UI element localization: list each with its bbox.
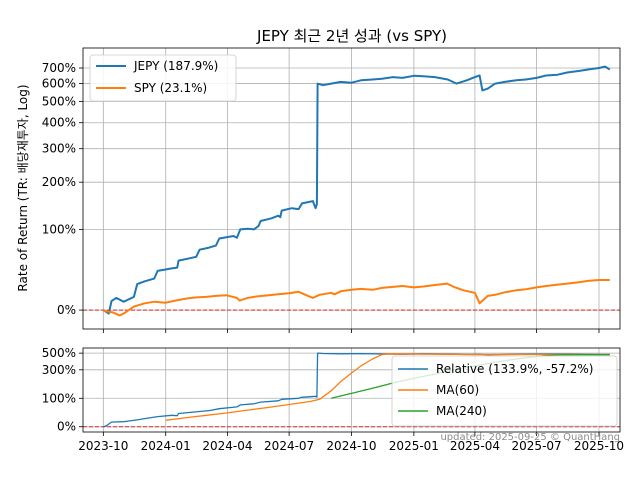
x-tick-label: 2025-04 xyxy=(450,439,500,453)
top-series-lines xyxy=(102,65,611,317)
series-line-ma60 xyxy=(165,353,610,421)
series-line-spy xyxy=(102,279,610,317)
x-tick-label: 2025-01 xyxy=(389,439,439,453)
legend-label-relative: Relative (133.9%, -57.2%) xyxy=(436,362,593,376)
x-tick-label: 2024-10 xyxy=(326,439,376,453)
y-tick-label: 500% xyxy=(42,346,76,360)
legend-label-jepy: JEPY (187.9%) xyxy=(133,59,218,73)
bottom-x-ticks: 2023-10 2024-01 2024-04 2024-07 2024-10 2025-… xyxy=(78,432,624,453)
legend-label-spy: SPY (23.1%) xyxy=(134,81,207,95)
top-legend: JEPY (187.9%) SPY (23.1%) xyxy=(89,54,237,102)
x-tick-label: 2025-10 xyxy=(574,439,624,453)
y-tick-label: 200% xyxy=(42,175,76,189)
x-tick-label: 2024-04 xyxy=(202,439,252,453)
x-tick-label: 2024-07 xyxy=(264,439,314,453)
y-axis-label: Rate of Return (TR: 배당재투자, Log) xyxy=(16,84,30,291)
top-x-ticks xyxy=(102,329,600,333)
legend-label-ma60: MA(60) xyxy=(436,383,479,397)
credit-text: updated: 2025-09-25 © QuantHang xyxy=(440,432,620,443)
y-tick-label: 300% xyxy=(42,363,76,377)
x-tick-label: 2025-07 xyxy=(512,439,562,453)
y-tick-label: 500% xyxy=(42,94,76,108)
bottom-legend: Relative (133.9%, -57.2%) MA(60) MA(240) xyxy=(391,355,618,427)
y-tick-label: 0% xyxy=(57,303,76,317)
legend-label-ma240: MA(240) xyxy=(436,404,487,418)
series-line-jepy xyxy=(102,65,611,315)
top-y-ticks: 0% 100% 200% 300% 400% 500% 600% 700% xyxy=(42,61,83,317)
chart-title: JEPY 최근 2년 성과 (vs SPY) xyxy=(256,27,447,45)
y-tick-label: 400% xyxy=(42,116,76,130)
y-tick-label: 100% xyxy=(42,222,76,236)
x-tick-label: 2024-01 xyxy=(141,439,191,453)
y-tick-label: 600% xyxy=(42,77,76,91)
y-tick-label: 300% xyxy=(42,142,76,156)
y-tick-label: 700% xyxy=(42,61,76,75)
bottom-y-ticks: 0% 100% 300% 500% xyxy=(42,346,83,434)
y-tick-label: 0% xyxy=(57,420,76,434)
x-tick-label: 2023-10 xyxy=(78,439,128,453)
y-tick-label: 100% xyxy=(42,391,76,405)
